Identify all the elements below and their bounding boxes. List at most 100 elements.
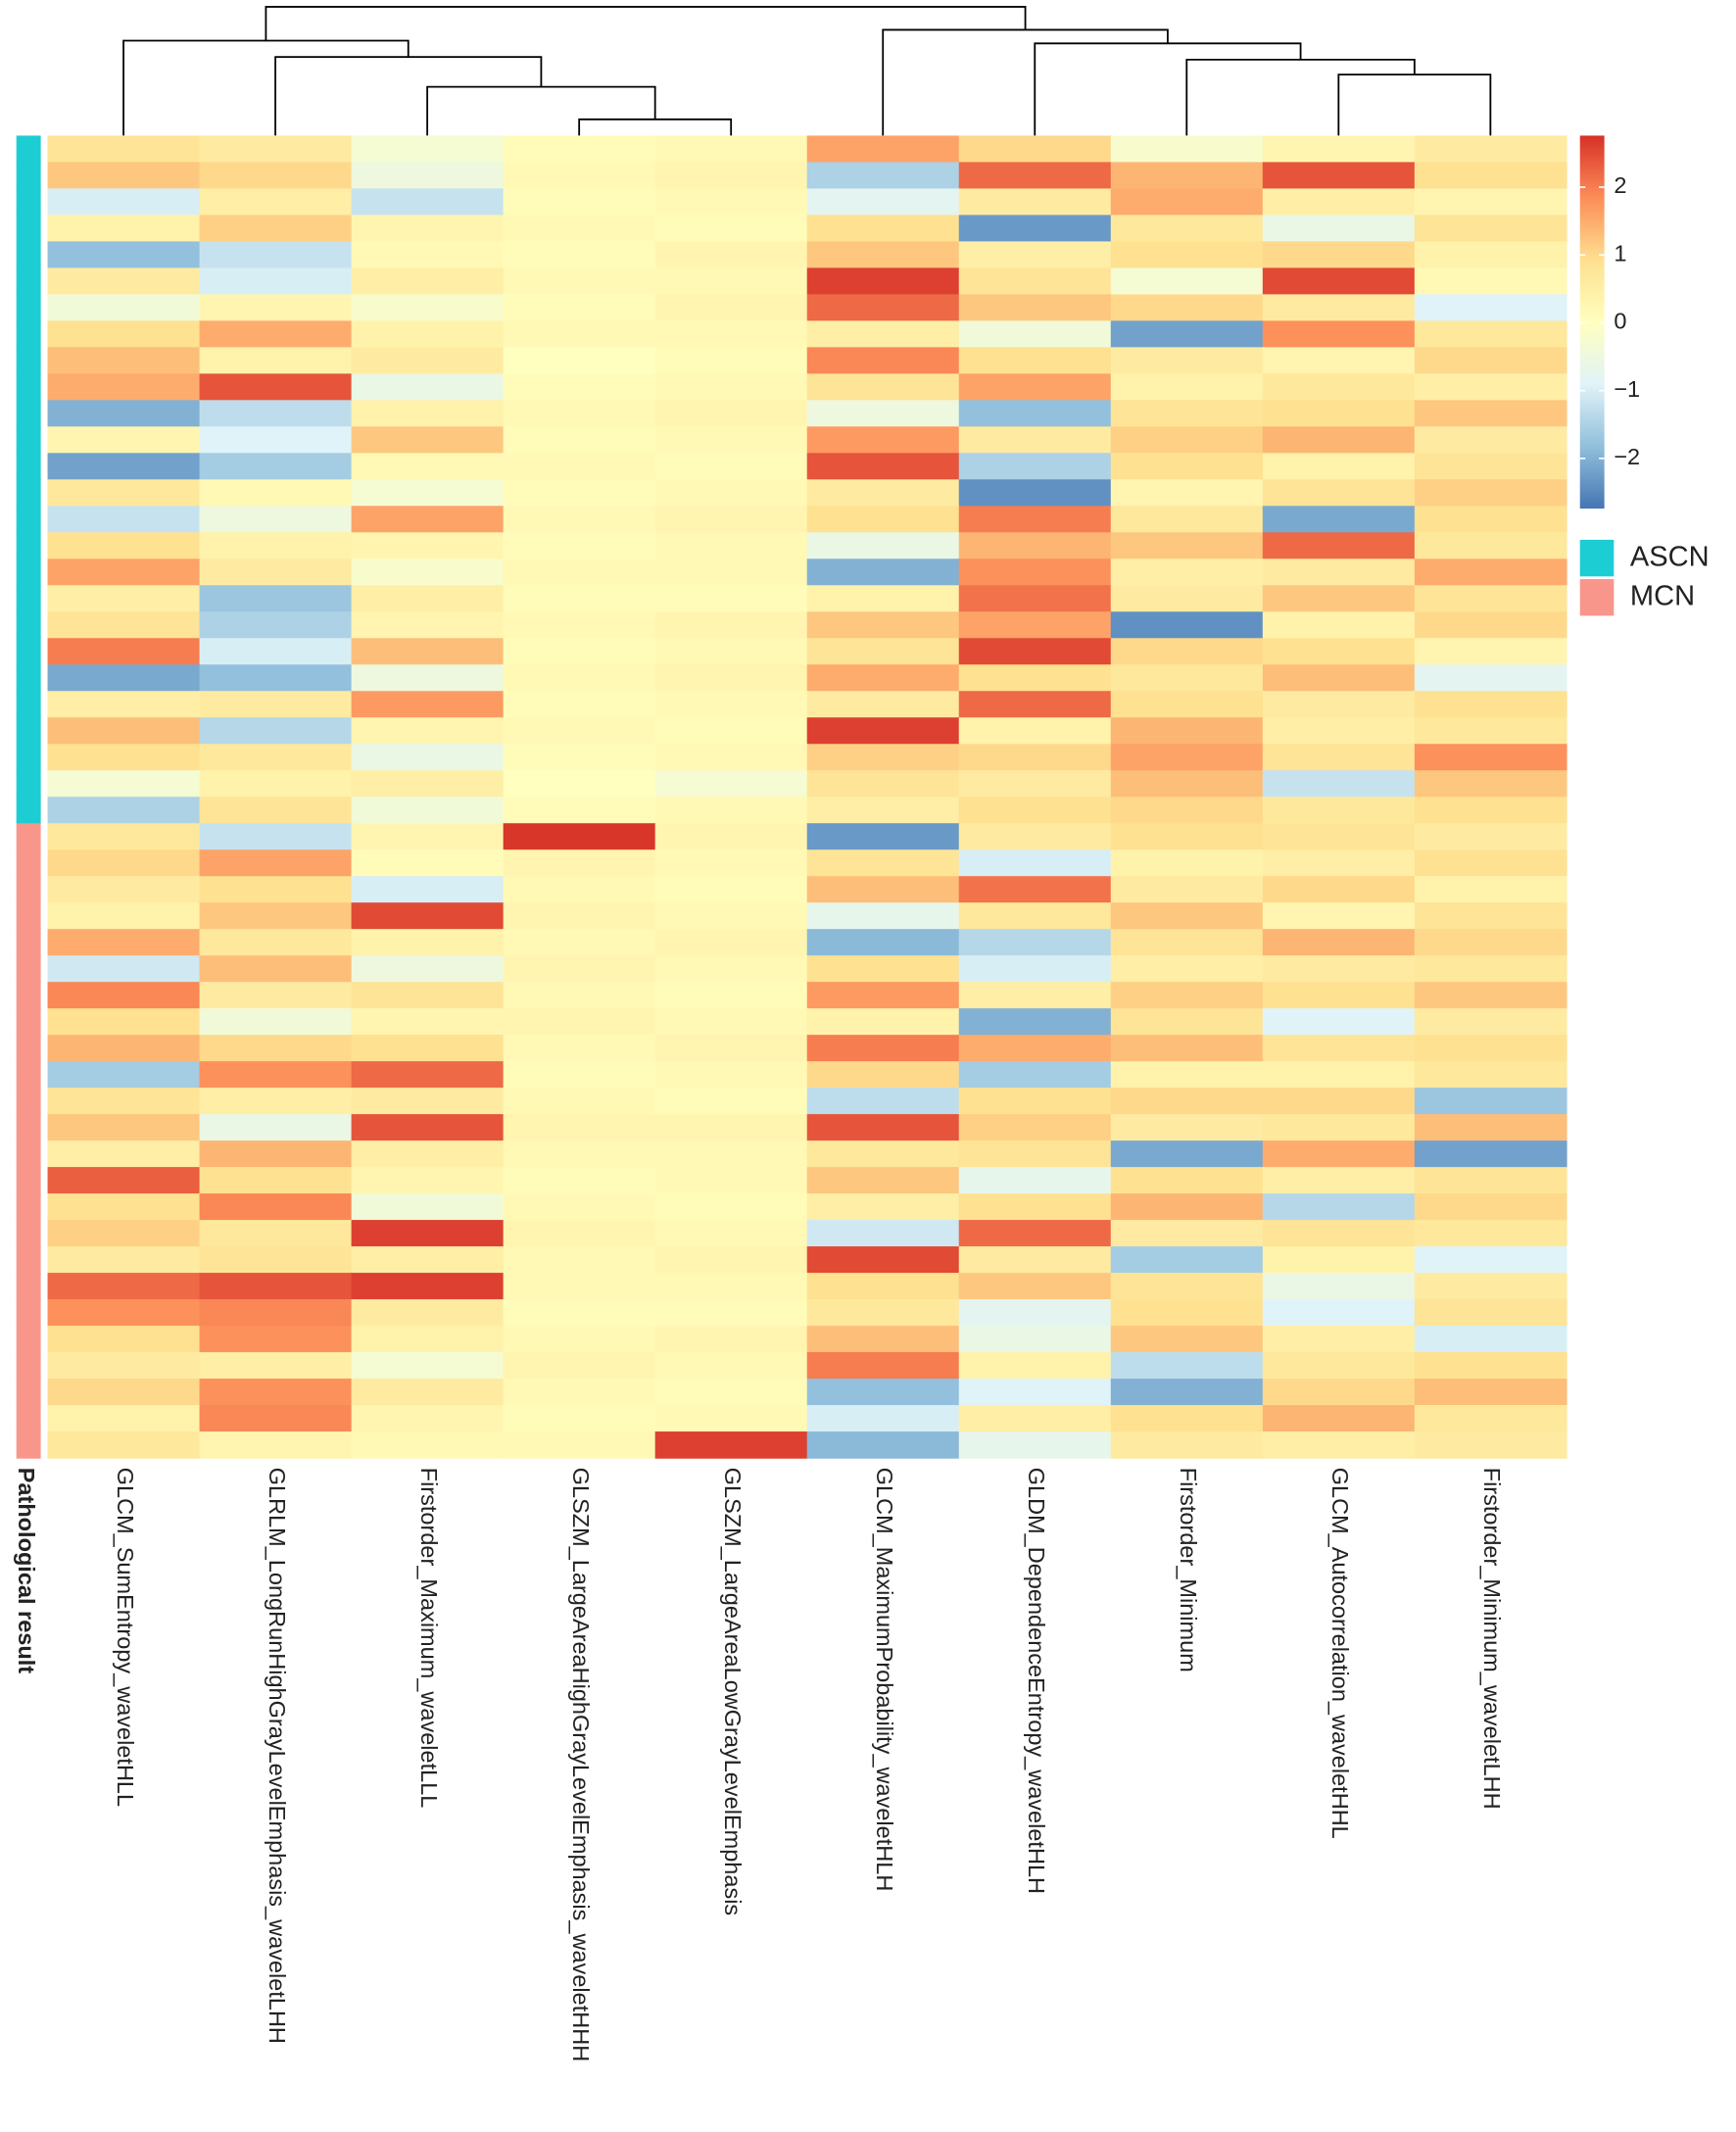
heat-cell [1414,955,1567,983]
group-cell [16,638,41,665]
heat-cell [1414,1273,1567,1300]
heat-cell [47,1299,201,1327]
heat-cell [1262,1246,1416,1274]
heat-cell [47,744,201,771]
heat-cell [503,797,656,824]
heat-cell [654,876,808,903]
heat-cell [503,1140,656,1168]
heat-cell [199,1326,353,1353]
heat-cell [1262,717,1416,745]
heat-cell [47,479,201,508]
heat-cell [351,453,505,481]
color-bar-label: 0 [1614,309,1626,334]
heat-cell [351,267,505,296]
heat-cell [351,982,505,1009]
heat-cell [47,162,201,190]
heat-cell [806,294,960,322]
heat-cell [47,638,201,665]
group-cell [16,1140,41,1168]
heat-cell [351,902,505,930]
heat-cell [1414,162,1567,190]
heat-cell [199,426,353,455]
heat-cell [958,876,1112,903]
heat-cell [199,400,353,428]
heat-cell [199,1299,353,1327]
heat-cell [654,1299,808,1327]
legend-swatch [1579,579,1615,616]
heat-cell [1110,1299,1264,1327]
heat-cell [47,506,201,533]
column-label: GLCM_SumEntropy_waveletHLL [113,1468,138,1807]
heat-cell [1414,823,1567,850]
heat-cell [47,1405,201,1432]
heat-cell [1110,135,1264,164]
heat-cell [654,717,808,745]
heat-cell [47,1220,201,1247]
heat-cell [351,1431,505,1459]
heat-cell [47,188,201,217]
heat-cell [1414,1246,1567,1274]
heat-cell [1262,162,1416,190]
heat-cell [654,1061,808,1089]
heat-cell [1414,1114,1567,1141]
heat-cell [1110,585,1264,612]
group-cell [16,162,41,190]
heat-cell [1262,611,1416,639]
heat-cell [199,135,353,164]
color-bar-label: −2 [1614,444,1640,469]
color-bar-label: 2 [1614,172,1626,198]
heat-cell [806,1035,960,1062]
group-cell [16,744,41,771]
heat-cell [1262,1220,1416,1247]
heat-cell [806,1061,960,1089]
heat-cell [503,373,656,402]
heat-cell [1110,1405,1264,1432]
heat-cell [1262,1035,1416,1062]
group-cell [16,1326,41,1353]
heat-cell [503,1008,656,1036]
heat-cell [654,373,808,402]
heat-cell [654,135,808,164]
heat-cell [503,162,656,190]
group-cell [16,1299,41,1327]
group-cell [16,929,41,956]
heat-cell [47,929,201,956]
heat-cell [1262,823,1416,850]
group-cell [16,1193,41,1221]
heat-cell [1414,426,1567,455]
heat-cell [47,1140,201,1168]
heat-cell [958,611,1112,639]
heat-cell [806,902,960,930]
heat-cell [806,1167,960,1194]
heat-cell [1262,1273,1416,1300]
heat-cell [1414,506,1567,533]
heat-cell [1110,1431,1264,1459]
group-cell [16,770,41,798]
heat-cell [199,823,353,850]
heat-cell [958,717,1112,745]
heat-cell [806,823,960,850]
heat-cell [1414,611,1567,639]
heat-cell [503,1379,656,1406]
heat-cell [1414,267,1567,296]
heat-cell [199,532,353,559]
heat-cell [47,1035,201,1062]
heat-cell [654,558,808,586]
heat-cell [351,558,505,586]
heat-cell [1110,611,1264,639]
heat-cell [1110,188,1264,217]
group-cell [16,506,41,533]
group-cell [16,1431,41,1459]
heat-cell [1110,426,1264,455]
heat-cell [1110,347,1264,375]
heat-cell [958,426,1112,455]
heat-cell [1414,1035,1567,1062]
column-label: GLCM_MaximumProbability_waveletHLH [872,1468,897,1892]
heat-cell [1414,1379,1567,1406]
heat-cell [351,506,505,533]
heat-cell [1262,400,1416,428]
heat-cell [1414,479,1567,508]
heat-cell [654,400,808,428]
heat-cell [199,162,353,190]
heat-cell [654,1114,808,1141]
